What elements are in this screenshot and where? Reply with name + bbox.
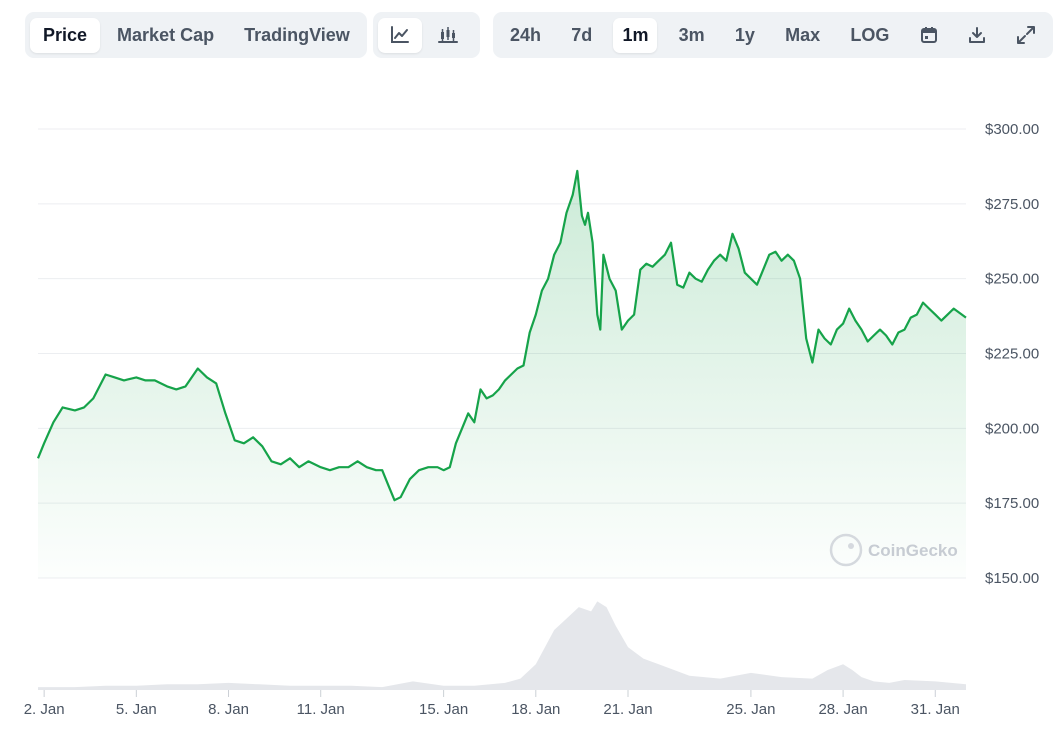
gecko-logo-icon [829, 533, 863, 567]
y-tick-label: $150.00 [985, 570, 1039, 587]
log-scale-toggle[interactable]: LOG [850, 24, 890, 45]
x-tick-label: 15. Jan [419, 701, 468, 718]
range-group: 24h 7d 1m 3m 1y Max LOG [493, 12, 1053, 58]
watermark-text: CoinGecko [868, 541, 958, 560]
download-icon [968, 27, 985, 43]
range-3m[interactable]: 3m [678, 24, 705, 45]
y-tick-label: $175.00 [985, 495, 1039, 512]
range-1m[interactable]: 1m [613, 17, 658, 53]
candlestick-chart-icon [438, 27, 459, 43]
x-tick-label: 25. Jan [726, 701, 775, 718]
fullscreen-button[interactable] [1007, 18, 1045, 53]
y-tick-label: $225.00 [985, 346, 1039, 363]
x-tick-label: 5. Jan [116, 701, 157, 718]
y-tick-label: $200.00 [985, 420, 1039, 437]
line-chart-button[interactable] [378, 17, 422, 53]
price-line [36, 169, 967, 502]
x-tick-label: 2. Jan [24, 701, 65, 718]
price-area-fill [38, 170, 966, 578]
x-axis-ticks: 2. Jan 5. Jan 8. Jan 11. Jan 15. Jan 18. Jan 2… [24, 690, 960, 718]
volume-area [38, 601, 966, 690]
fullscreen-icon [1016, 26, 1035, 44]
tab-price[interactable]: Price [30, 17, 101, 53]
y-tick-label: $250.00 [985, 271, 1039, 288]
x-tick-label: 28. Jan [818, 701, 867, 718]
view-tab-group: Price Market Cap TradingView [25, 12, 367, 58]
range-7d[interactable]: 7d [571, 24, 593, 45]
y-tick-label: $300.00 [985, 121, 1039, 138]
range-24h[interactable]: 24h [510, 24, 542, 45]
range-1y[interactable]: 1y [734, 24, 755, 45]
calendar-button[interactable] [911, 18, 947, 53]
chart-type-group [373, 12, 480, 58]
x-tick-label: 31. Jan [911, 701, 960, 718]
download-button[interactable] [959, 18, 995, 53]
tab-market-cap[interactable]: Market Cap [117, 24, 215, 45]
tab-tradingview[interactable]: TradingView [244, 24, 350, 45]
x-tick-label: 11. Jan [297, 701, 345, 718]
range-max[interactable]: Max [785, 24, 821, 45]
x-tick-label: 8. Jan [208, 701, 249, 718]
x-tick-label: 21. Jan [603, 701, 652, 718]
y-tick-label: $275.00 [985, 196, 1039, 213]
coingecko-watermark: CoinGecko [829, 533, 958, 567]
y-axis-ticks: $300.00 $275.00 $250.00 $225.00 $200.00 $175.… [985, 121, 1039, 587]
line-chart-icon [390, 26, 409, 43]
calendar-icon [920, 27, 937, 43]
candlestick-chart-button[interactable] [427, 18, 471, 53]
x-tick-label: 18. Jan [511, 701, 560, 718]
